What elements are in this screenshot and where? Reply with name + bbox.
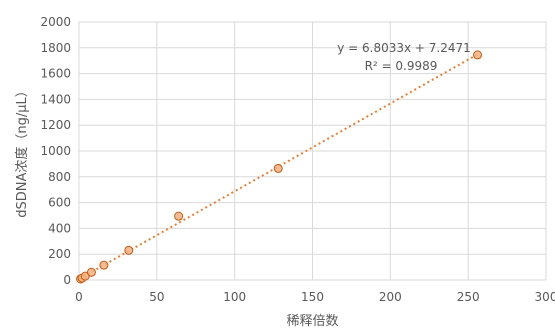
x-tick-label: 150: [301, 290, 324, 304]
x-tick-label: 100: [223, 290, 246, 304]
y-tick-label: 1200: [40, 118, 71, 132]
data-point: [99, 260, 109, 270]
data-point: [86, 267, 96, 277]
data-point: [473, 50, 483, 60]
x-axis-title: 稀释倍数: [286, 314, 338, 329]
x-tick-labels: 0 50 100 150 200 250 300: [75, 290, 555, 304]
y-axis-title: dSDNA浓度（ng/μL）: [14, 84, 30, 218]
x-tick-label: 250: [457, 290, 480, 304]
x-tick-label: 300: [535, 290, 555, 304]
data-point: [273, 163, 283, 173]
y-tick-label: 600: [48, 196, 71, 210]
trendline-r-squared: R² = 0.9989: [365, 59, 438, 73]
x-tick-label: 50: [149, 290, 164, 304]
x-tick-label: 0: [75, 290, 83, 304]
data-point: [174, 211, 184, 221]
y-tick-label: 1800: [40, 41, 71, 55]
grid: [78, 21, 547, 281]
y-tick-label: 400: [48, 221, 71, 235]
y-tick-label: 0: [63, 273, 71, 287]
data-points: [76, 50, 483, 284]
data-point: [124, 245, 134, 255]
x-tick-label: 200: [379, 290, 402, 304]
y-tick-label: 800: [48, 170, 71, 184]
trendline: [78, 53, 478, 280]
y-tick-label: 2000: [40, 15, 71, 29]
y-tick-label: 1400: [40, 92, 71, 106]
y-tick-labels: 0 200 400 600 800 1000 1200 1400 1600 1800 2000: [40, 15, 71, 287]
trendline-equation: y = 6.8033x + 7.2471: [337, 41, 471, 55]
y-tick-label: 1600: [40, 67, 71, 81]
y-tick-label: 1000: [40, 144, 71, 158]
y-tick-label: 200: [48, 247, 71, 261]
